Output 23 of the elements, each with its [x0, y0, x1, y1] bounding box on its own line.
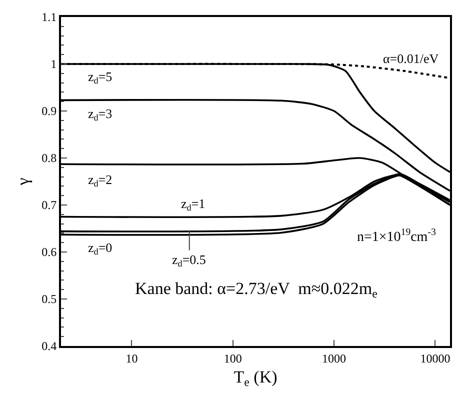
annotation: n=1×10$^{19}$cm$^{-3}$	[357, 227, 436, 245]
y-tick-label: 0.4	[42, 339, 57, 354]
y-tick-label: 0.9	[42, 104, 57, 118]
series-label: z$_{d}$=1	[181, 196, 206, 213]
y-tick-label: 0.8	[42, 151, 57, 166]
series-label: z$_{d}$=3	[88, 106, 112, 123]
x-tick-label: 10000	[420, 351, 450, 366]
x-tick-label: 100	[224, 351, 242, 366]
y-tick-label: 0.7	[42, 198, 57, 212]
series-label: z$_{d}$=0	[88, 240, 112, 257]
y-tick-label: 1	[50, 57, 57, 72]
series-label: α=0.01/eV	[383, 51, 440, 66]
x-tick-label: 1000	[322, 351, 346, 366]
series-label: z$_{d}$=5	[88, 69, 112, 86]
series-label: z$_{d}$=0.5	[172, 252, 206, 269]
series-label: z$_{d}$=2	[88, 172, 112, 189]
y-tick-label: 0.5	[42, 292, 57, 306]
y-tick-label: 0.6	[42, 245, 57, 260]
y-axis-title: γ	[14, 177, 33, 186]
x-axis-title: T$_{e}$ (K)	[234, 367, 278, 389]
x-tick-label: 10	[126, 351, 138, 366]
annotation: Kane band: α=2.73/eV m≈0.022m$_{e}$	[135, 279, 378, 301]
y-tick-label: 1.1	[42, 10, 57, 24]
